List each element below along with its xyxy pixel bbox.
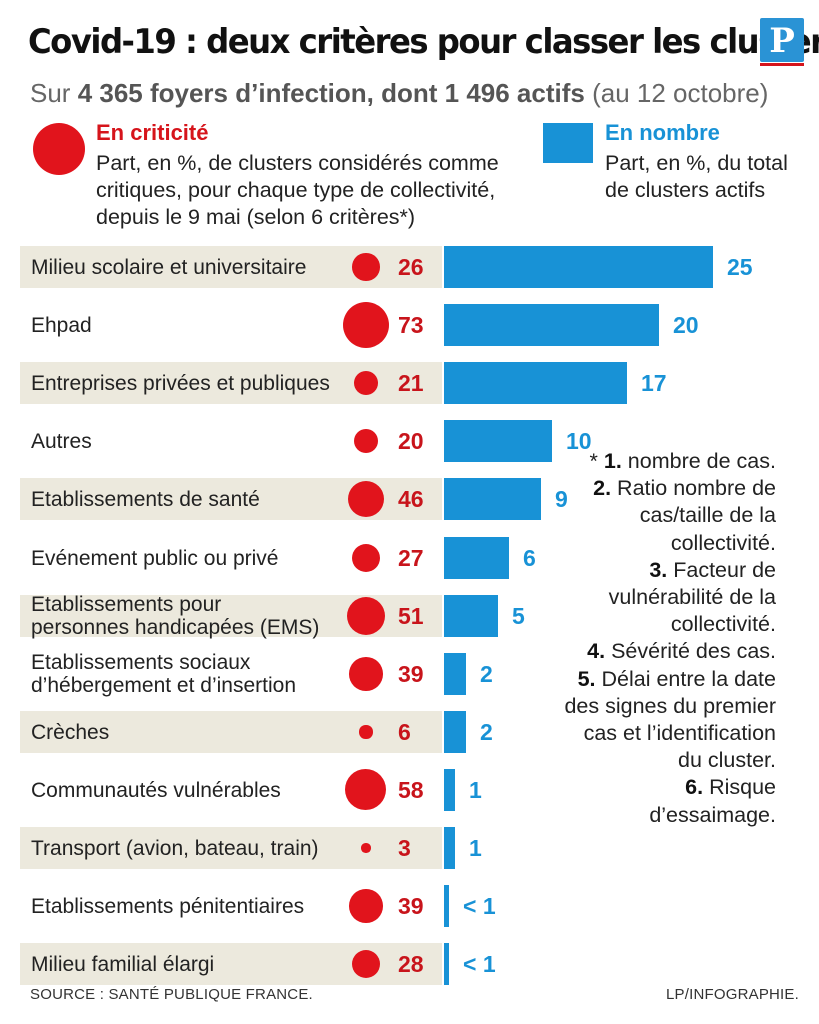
legend-red-dot xyxy=(33,123,85,175)
category-label: Transport (avion, bateau, train) xyxy=(31,836,319,860)
nombre-bar xyxy=(444,711,466,753)
criticite-dot xyxy=(347,480,385,518)
criticite-dot xyxy=(353,428,379,454)
chart-row: Etablissements pénitentiaires xyxy=(20,885,442,927)
nombre-bar xyxy=(444,420,552,462)
credit-note: LP/INFOGRAPHIE. xyxy=(665,986,799,1003)
category-label: Etablissements de santé xyxy=(31,487,260,511)
criticite-dot xyxy=(352,544,380,572)
category-label: Communautés vulnérables xyxy=(31,778,281,802)
footnote-item-1: * 1. nombre de cas. xyxy=(589,449,776,473)
legend-red-title: En criticité xyxy=(96,120,209,145)
chart-row: Entreprises privées et publiques xyxy=(20,362,442,404)
criticite-value-label: 58 xyxy=(398,777,424,803)
criticite-value-label: 51 xyxy=(398,603,424,629)
category-label: Etablissements pour personnes handicapée… xyxy=(31,593,320,639)
subtitle-prefix: Sur xyxy=(30,78,78,108)
criticite-value-label: 73 xyxy=(398,312,424,338)
category-label: Etablissements pénitentiaires xyxy=(31,894,305,918)
criticite-dot xyxy=(359,725,373,739)
criticite-value-label: 3 xyxy=(398,835,411,861)
category-label: Etablissements sociaux d’hébergement et … xyxy=(31,651,297,697)
criticite-dot xyxy=(353,370,379,396)
nombre-value-label: 10 xyxy=(566,428,592,454)
logo-underline xyxy=(760,63,804,66)
criticite-value-label: 6 xyxy=(398,719,411,745)
criticite-dot xyxy=(343,302,389,348)
nombre-value-label: 1 xyxy=(469,835,482,861)
nombre-bar xyxy=(444,827,455,869)
nombre-value-label: 20 xyxy=(673,312,699,338)
criticite-dot xyxy=(351,949,381,979)
category-label: Milieu familial élargi xyxy=(31,952,215,976)
nombre-value-label: < 1 xyxy=(463,951,496,977)
nombre-value-label: 9 xyxy=(555,486,568,512)
chart-row: Crèches xyxy=(20,711,442,753)
category-label: Entreprises privées et publiques xyxy=(31,371,330,395)
publisher-logo: P xyxy=(760,18,804,62)
subtitle-bold: 4 365 foyers d’infection, dont 1 496 act… xyxy=(77,78,585,108)
nombre-value-label: 25 xyxy=(727,254,753,280)
criticite-value-label: 20 xyxy=(398,428,424,454)
criticite-value-label: 26 xyxy=(398,254,424,280)
footnote-item-5: 5. Délai entre la date des signes du pre… xyxy=(564,666,776,773)
category-label: Milieu scolaire et universitaire xyxy=(31,255,307,279)
nombre-bar xyxy=(444,478,541,520)
nombre-bar xyxy=(444,595,498,637)
criticite-value-label: 39 xyxy=(398,893,424,919)
criticite-dot xyxy=(361,843,371,853)
category-label: Crèches xyxy=(31,720,110,744)
criteria-footnote: * 1. nombre de cas. 2. Ratio nombre de c… xyxy=(560,448,776,829)
nombre-bar xyxy=(444,885,449,927)
nombre-value-label: 1 xyxy=(469,777,482,803)
legend-blue-description: Part, en %, du total de clusters actifs xyxy=(605,151,788,202)
nombre-value-label: 6 xyxy=(523,545,536,571)
category-label: Ehpad xyxy=(31,313,92,337)
criticite-dot xyxy=(345,769,387,811)
nombre-bar xyxy=(444,653,466,695)
legend-blue-title: En nombre xyxy=(605,120,720,145)
criticite-dot xyxy=(346,596,386,636)
subtitle-suffix: (au 12 octobre) xyxy=(584,78,769,108)
legend-blue-square xyxy=(543,123,593,163)
category-label: Evénement public ou privé xyxy=(31,546,279,570)
chart-subtitle: Sur 4 365 foyers d’infection, dont 1 496… xyxy=(30,78,768,109)
nombre-bar xyxy=(444,246,713,288)
nombre-bar xyxy=(444,304,659,346)
footnote-item-3: 3. Facteur de vulnérabilité de la collec… xyxy=(608,557,776,637)
chart-row: Evénement public ou privé xyxy=(20,537,442,579)
chart-row: Transport (avion, bateau, train) xyxy=(20,827,442,869)
criticite-value-label: 28 xyxy=(398,951,424,977)
footnote-item-4: 4. Sévérité des cas. xyxy=(587,639,776,664)
logo-letter: P xyxy=(769,21,795,61)
nombre-value-label: < 1 xyxy=(463,893,496,919)
chart-row: Autres xyxy=(20,420,442,462)
nombre-bar xyxy=(444,537,509,579)
criticite-dot xyxy=(352,253,380,281)
footnote-item-6: 6. Risque d’essaimage. xyxy=(649,775,776,827)
chart-row: Etablissements sociaux d’hébergement et … xyxy=(20,651,442,697)
legend-red-description: Part, en %, de clusters considérés comme… xyxy=(96,151,499,229)
chart-row: Communautés vulnérables xyxy=(20,769,442,811)
nombre-value-label: 17 xyxy=(641,370,667,396)
category-label: Autres xyxy=(31,429,92,453)
criticite-value-label: 46 xyxy=(398,486,424,512)
nombre-bar xyxy=(444,362,627,404)
criticite-dot xyxy=(349,889,383,923)
criticite-value-label: 27 xyxy=(398,545,424,571)
nombre-value-label: 2 xyxy=(480,661,493,687)
nombre-bar xyxy=(444,943,449,985)
source-note: SOURCE : SANTÉ PUBLIQUE FRANCE. xyxy=(30,986,313,1003)
chart-row: Ehpad xyxy=(20,304,442,346)
footnote-item-2: 2. Ratio nombre de cas/taille de la coll… xyxy=(593,476,776,555)
chart-row: Milieu familial élargi xyxy=(20,943,442,985)
criticite-dot xyxy=(349,657,383,691)
nombre-value-label: 2 xyxy=(480,719,493,745)
nombre-value-label: 5 xyxy=(512,603,525,629)
chart-title: Covid-19 : deux critères pour classer le… xyxy=(28,22,819,62)
criticite-value-label: 21 xyxy=(398,370,424,396)
criticite-value-label: 39 xyxy=(398,661,424,687)
nombre-bar xyxy=(444,769,455,811)
